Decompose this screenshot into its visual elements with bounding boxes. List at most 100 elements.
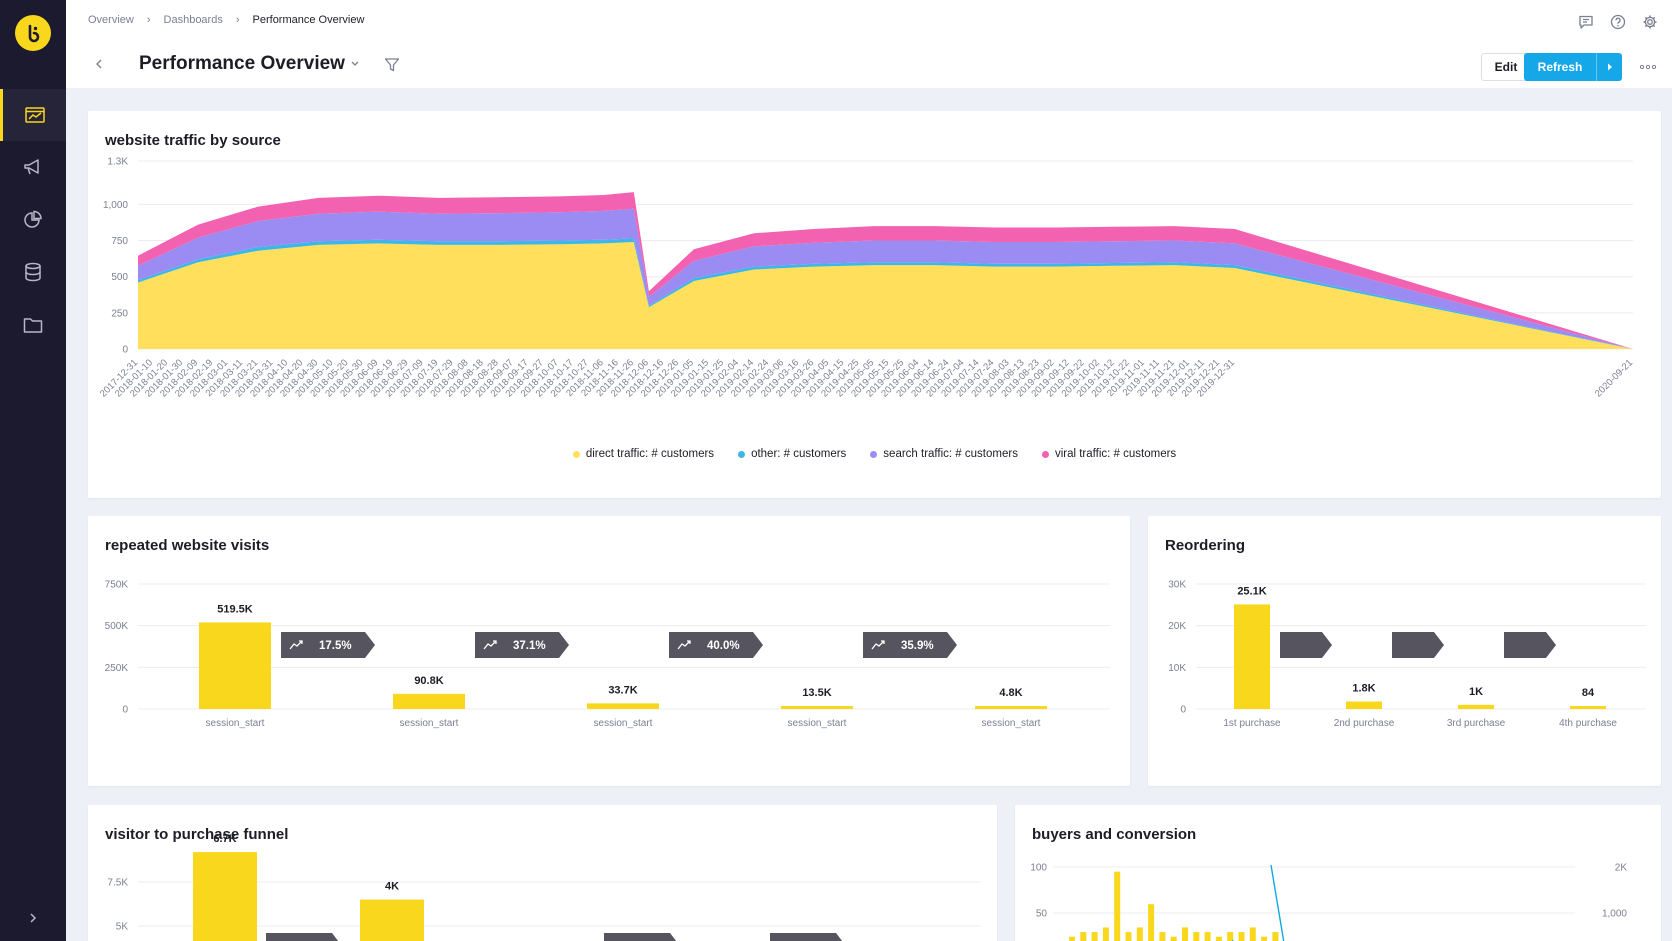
breadcrumb-separator-icon: › <box>146 14 151 26</box>
breadcrumb-dashboards[interactable]: Dashboards <box>163 14 223 26</box>
sidebar-expand-button[interactable] <box>0 903 66 933</box>
x-category-label: 4th purchase <box>1559 718 1617 729</box>
chart-title: visitor to purchase funnel <box>105 826 289 843</box>
bar-value-label: 25.1K <box>1237 585 1266 597</box>
funnel-card: visitor to purchase funnel 7.5K 5K 6.7K 4K <box>88 805 997 941</box>
refresh-button-group: Refresh <box>1524 53 1622 81</box>
bar <box>393 693 465 709</box>
sidebar-item-data[interactable] <box>0 246 66 298</box>
database-icon <box>25 262 41 282</box>
y-tick-label: 250 <box>111 308 128 319</box>
trending-up-icon <box>871 640 885 650</box>
gear-icon[interactable] <box>1642 14 1658 30</box>
x-tick-label: 2020-09-21 <box>1593 357 1635 399</box>
y-tick-label: 10K <box>1168 663 1186 674</box>
breadcrumb-overview[interactable]: Overview <box>88 14 134 26</box>
repeated-visits-card: repeated website visits 0 250K 500K 750K 519… <box>88 516 1130 786</box>
reordering-chart: 0 10K 20K 30K 25.1K 1st purchase 1.8K 2nd purch… <box>1168 580 1646 729</box>
bar <box>1136 927 1143 941</box>
sidebar-item-dashboards[interactable] <box>0 89 66 141</box>
conversion-badge <box>1392 632 1444 658</box>
bar <box>1102 927 1109 941</box>
bar-value-label: 13.5K <box>802 687 831 699</box>
x-category-label: 1st purchase <box>1223 718 1281 729</box>
logo-icon <box>28 24 40 43</box>
legend-label: direct traffic: # customers <box>585 448 715 460</box>
funnel-chart: 7.5K 5K 6.7K 4K <box>107 833 981 941</box>
bar <box>1080 932 1087 941</box>
repeated-visits-chart: 0 250K 500K 750K 519.5K session_start 90.8K ses… <box>105 580 1110 729</box>
chart-title: repeated website visits <box>105 537 270 554</box>
y-tick-label: 0 <box>122 705 128 716</box>
bar-value-label: 1.8K <box>1352 683 1375 695</box>
y-tick-right-label: 2K <box>1615 863 1628 874</box>
app-logo[interactable] <box>15 15 51 51</box>
conversion-badge <box>475 632 569 658</box>
bar-value-label: 4.8K <box>999 687 1022 699</box>
conversion-badge <box>604 933 677 941</box>
legend-item[interactable]: viral traffic: # customers <box>1041 448 1177 460</box>
y-tick-label: 750K <box>105 580 129 591</box>
area-series-4 <box>138 192 1633 349</box>
filter-icon[interactable] <box>384 57 400 73</box>
chart-title: website traffic by source <box>105 132 281 149</box>
breadcrumb: Overview › Dashboards › Performance Over… <box>88 14 364 26</box>
bar <box>1125 932 1132 941</box>
bar <box>1346 701 1382 709</box>
y-tick-label: 0 <box>1180 705 1186 716</box>
chevron-down-icon[interactable] <box>350 60 360 68</box>
legend-item[interactable]: search traffic: # customers <box>870 448 1018 460</box>
traffic-chart-card: website traffic by source 0 250 500 750 1,00… <box>88 111 1661 498</box>
comment-icon[interactable] <box>1578 14 1594 30</box>
conversion-rate-label: 35.9% <box>901 640 934 652</box>
x-category-label: session_start <box>982 718 1041 729</box>
conversion-line <box>1270 864 1285 941</box>
chart-legend: direct traffic: # customers other: # cust… <box>88 448 1661 460</box>
bar <box>1170 936 1177 941</box>
bar-value-label: 6.7K <box>213 833 236 845</box>
bar <box>1261 936 1268 941</box>
y-tick-left-label: 100 <box>1030 863 1047 874</box>
conversion-rate-label: 17.5% <box>319 640 352 652</box>
top-bar: Overview › Dashboards › Performance Over… <box>66 0 1672 88</box>
bar-value-label: 1K <box>1469 686 1483 698</box>
conversion-badge <box>266 933 339 941</box>
legend-item[interactable]: other: # customers <box>738 448 846 460</box>
legend-label: search traffic: # customers <box>883 448 1018 460</box>
chart-title: buyers and conversion <box>1032 826 1197 843</box>
bar <box>1204 932 1211 941</box>
refresh-button[interactable]: Refresh <box>1537 60 1583 74</box>
bar <box>1148 904 1155 941</box>
bar-value-label: 90.8K <box>414 675 443 687</box>
breadcrumb-separator-icon: › <box>235 14 240 26</box>
legend-label: viral traffic: # customers <box>1054 448 1177 460</box>
trending-up-icon <box>289 640 303 650</box>
help-icon[interactable] <box>1610 14 1626 30</box>
legend-item[interactable]: direct traffic: # customers <box>572 448 715 460</box>
x-category-label: 3rd purchase <box>1447 718 1506 729</box>
legend-swatch <box>572 450 580 458</box>
y-tick-label: 5K <box>116 922 129 933</box>
sidebar-item-files[interactable] <box>0 299 66 351</box>
bar <box>360 899 424 941</box>
sidebar-item-campaigns[interactable] <box>0 141 66 193</box>
sidebar-item-analytics[interactable] <box>0 194 66 246</box>
back-chevron-icon[interactable] <box>94 58 104 70</box>
refresh-options-button[interactable] <box>1596 53 1622 81</box>
x-category-label: session_start <box>788 718 847 729</box>
bar <box>1114 871 1121 941</box>
conversion-rate-label: 40.0% <box>707 640 740 652</box>
legend-swatch <box>870 450 878 458</box>
chevron-right-icon <box>30 913 37 923</box>
bar-value-label: 33.7K <box>608 684 637 696</box>
more-options-icon[interactable] <box>1640 65 1656 69</box>
top-icons <box>1578 14 1658 30</box>
bar <box>193 852 257 941</box>
x-category-label: 2nd purchase <box>1334 718 1395 729</box>
edit-button[interactable]: Edit <box>1481 53 1531 81</box>
y-tick-label: 500K <box>105 621 129 632</box>
y-tick-right-label: 1,000 <box>1602 909 1627 920</box>
conversion-badge <box>863 632 957 658</box>
traffic-area-chart: 02505007501,0001.3K2017-12-312018-01-102… <box>98 157 1635 400</box>
bar <box>975 706 1047 709</box>
